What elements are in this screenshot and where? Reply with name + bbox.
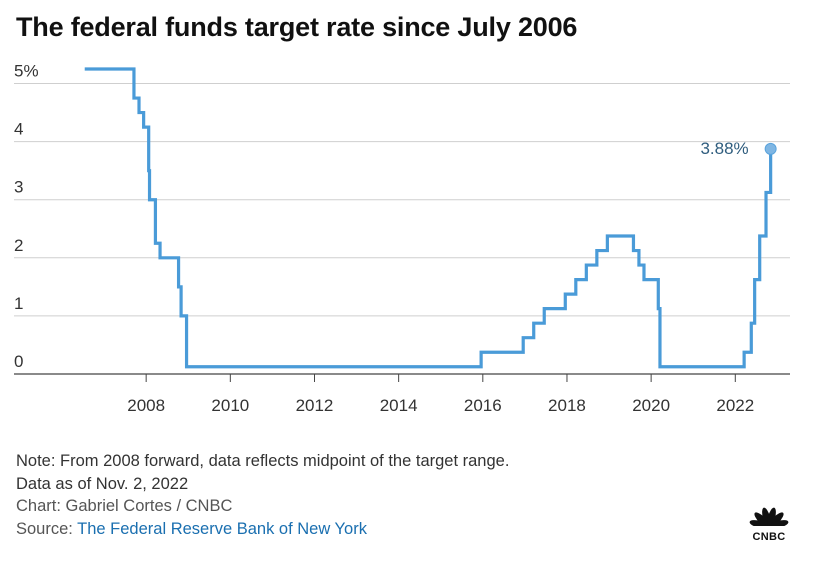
note-midpoint: Note: From 2008 forward, data reflects m…: [16, 452, 510, 470]
x-tick-label: 2022: [716, 396, 754, 415]
y-tick-label: 4: [14, 120, 23, 139]
x-tick-label: 2018: [548, 396, 586, 415]
y-tick-label: 0: [14, 352, 23, 371]
series-layer: [84, 67, 773, 369]
grid-lines: [14, 83, 790, 375]
chart-notes: Note: From 2008 forward, data reflects m…: [16, 450, 509, 540]
annotation-layer: 3.88%: [700, 139, 777, 158]
source-line: Source: The Federal Reserve Bank of New …: [16, 518, 509, 541]
source-label: Source:: [16, 519, 78, 538]
note-data-date: Data as of Nov. 2, 2022: [16, 474, 189, 493]
x-tick-label: 2010: [211, 396, 249, 415]
logo-text: CNBC: [752, 531, 786, 543]
x-tick-label: 2014: [380, 396, 418, 415]
y-tick-label: 1: [14, 294, 23, 313]
x-tick-label: 2008: [127, 396, 165, 415]
cnbc-logo: CNBC: [744, 502, 794, 543]
rate-step-line: [84, 67, 773, 369]
chart-credit: Chart: Gabriel Cortes / CNBC: [16, 497, 233, 515]
y-tick-label: 3: [14, 178, 23, 197]
chart-title: The federal funds target rate since July…: [16, 12, 578, 42]
y-tick-label: 5%: [14, 62, 39, 81]
x-tick-label: 2020: [632, 396, 670, 415]
x-tick-label: 2016: [464, 396, 502, 415]
source-link[interactable]: The Federal Reserve Bank of New York: [77, 519, 367, 538]
x-tick-label: 2012: [296, 396, 334, 415]
peacock-icon: [744, 507, 794, 529]
latest-value-label: 3.88%: [700, 139, 748, 158]
latest-value-marker: [764, 142, 777, 155]
y-axis-ticks: 0 1 2 3 4 5%: [14, 62, 39, 371]
x-axis-ticks: 2008 2010 2012 2014 2016 2018 2020 2022: [127, 374, 754, 415]
rate-chart: 0 1 2 3 4 5% 2008 2010 2012 2014 2016 2018 2020 2022…: [14, 62, 790, 415]
y-tick-label: 2: [14, 236, 23, 255]
